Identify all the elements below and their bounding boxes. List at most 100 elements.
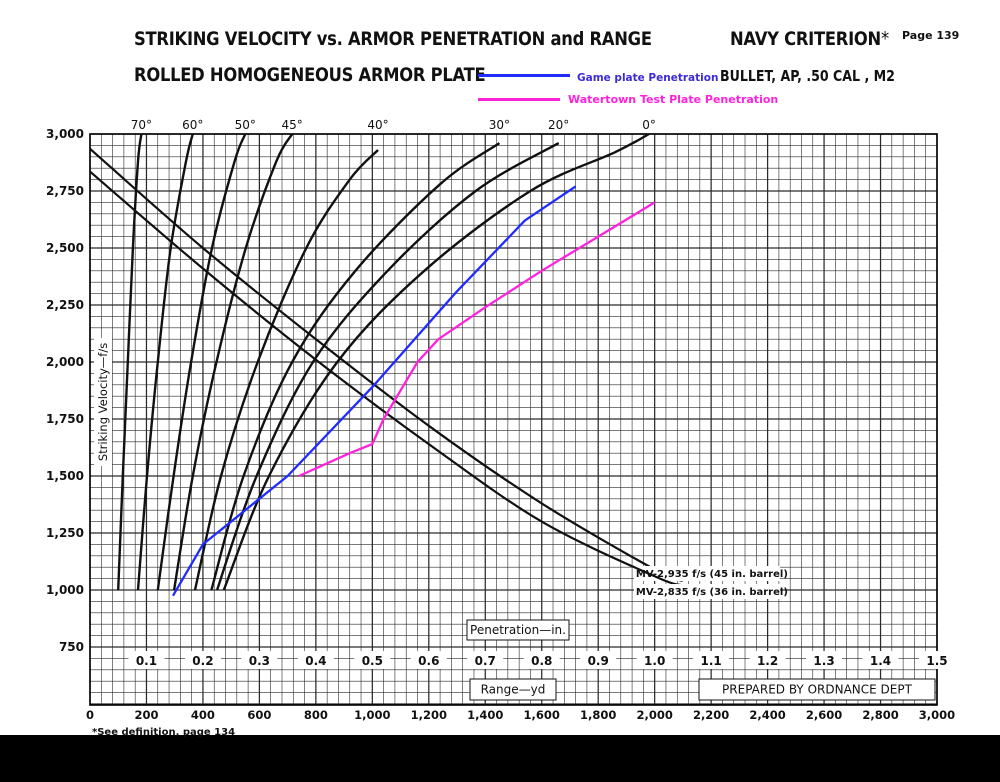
bottom-black-bar <box>0 735 1000 782</box>
penetration-tick-box <box>636 651 673 669</box>
y-axis-labels: 3,000 2,750 2,500 2,250 2,000 1,750 1,500 1,250… <box>46 127 84 654</box>
penetration-tick-label: 0.9 <box>588 654 609 668</box>
penetration-axis-title: Penetration—in. <box>470 623 566 637</box>
plot-frame <box>89 133 938 706</box>
range-curve <box>89 147 684 582</box>
penetration-tick-label: 0.8 <box>531 654 552 668</box>
y-tick-label: 1,500 <box>46 469 84 483</box>
range-curve-label: MV-2,835 f/s (36 in. barrel) <box>636 587 788 598</box>
range-tick-label: 1,000 <box>354 708 390 722</box>
penetration-tick-label: 0.6 <box>418 654 439 668</box>
y-tick-label: 1,750 <box>46 412 84 426</box>
penetration-tick-label: 1.4 <box>870 654 891 668</box>
navy-criterion: NAVY CRITERION* <box>730 28 889 50</box>
obliquity-curve <box>193 149 379 591</box>
penetration-tick-label: 0.1 <box>136 654 157 668</box>
penetration-tick-box <box>241 651 278 669</box>
penetration-tick-box <box>580 651 617 669</box>
legend-label-magenta: Watertown Test Plate Penetration <box>568 93 779 106</box>
range-tick-label: 1,400 <box>467 708 503 722</box>
range-tick-label: 2,000 <box>636 708 672 722</box>
y-tick-label: 2,250 <box>46 298 84 312</box>
range-axis-title: Range—yd <box>481 683 546 697</box>
range-tick-label: 2,600 <box>806 708 842 722</box>
prepared-by-label-box <box>698 678 936 701</box>
range-tick-label: 1,600 <box>524 708 560 722</box>
penetration-tick-box <box>693 651 730 669</box>
penetration-tick-box <box>467 651 504 669</box>
penetration-tick-label: 0.2 <box>192 654 213 668</box>
y-tick-label: 2,750 <box>46 184 84 198</box>
obliquity-label: 70° <box>131 118 152 132</box>
penetration-tick-box <box>862 651 899 669</box>
penetration-tick-label: 1.5 <box>926 654 947 668</box>
navy-criterion-text: NAVY CRITERION <box>730 28 881 50</box>
bullet-designation: BULLET, AP, .50 CAL , M2 <box>720 67 895 85</box>
penetration-tick-box <box>749 651 786 669</box>
chart-area: 3,000 2,750 2,500 2,250 2,000 1,750 1,500 1,250… <box>46 118 955 722</box>
penetration-tick-label: 1.2 <box>757 654 778 668</box>
penetration-tick-label: 0.4 <box>305 654 326 668</box>
penetration-tick-label: 1.1 <box>701 654 722 668</box>
penetration-axis-title-box <box>466 619 570 641</box>
legend-label-blue: Game plate Penetration <box>577 72 719 84</box>
obliquity-label: 20° <box>548 118 569 132</box>
obliquity-label: 60° <box>182 118 203 132</box>
range-axis-title-box <box>469 678 557 701</box>
penetration-tick-box <box>523 651 560 669</box>
overlay-series <box>172 185 656 597</box>
range-tick-label: 0 <box>86 708 94 722</box>
range-curve <box>89 170 684 587</box>
obliquity-label: 30° <box>489 118 510 132</box>
obliquity-curve <box>117 133 143 591</box>
penetration-tick-label: 0.7 <box>475 654 496 668</box>
penetration-tick-box <box>410 651 447 669</box>
penetration-axis-labels: 0.1 0.2 0.3 0.4 0.5 0.6 0.7 0.8 0.9 1.0 1.1 1.2 1.3 1… <box>128 651 955 669</box>
penetration-tick-box <box>919 651 955 669</box>
obliquity-curve <box>156 133 247 591</box>
legend-swatch-blue <box>478 74 570 77</box>
range-axis-labels: 0 200 400 600 800 1,000 1,200 1,400 1,600 1,800 2,… <box>86 708 955 722</box>
range-tick-label: 1,200 <box>411 708 447 722</box>
y-tick-label: 1,250 <box>46 526 84 540</box>
range-tick-label: 2,800 <box>862 708 898 722</box>
legend-swatch-magenta <box>478 98 560 101</box>
range-curve-label: MV-2,935 f/s (45 in. barrel) <box>636 569 788 580</box>
range-tick-label: 600 <box>247 708 271 722</box>
penetration-tick-box <box>354 651 391 669</box>
penetration-tick-label: 0.3 <box>249 654 270 668</box>
range-tick-label: 800 <box>304 708 328 722</box>
range-curve-label-box <box>633 566 780 581</box>
penetration-tick-box <box>297 651 334 669</box>
penetration-tick-label: 0.5 <box>362 654 383 668</box>
obliquity-label: 0° <box>642 118 656 132</box>
range-tick-label: 3,000 <box>919 708 955 722</box>
chart-subtitle: ROLLED HOMOGENEOUS ARMOR PLATE <box>134 64 486 86</box>
page-number: Page 139 <box>902 29 960 42</box>
penetration-tick-box <box>806 651 843 669</box>
penetration-tick-box <box>128 651 165 669</box>
chart-svg: 3,000 2,750 2,500 2,250 2,000 1,750 1,500 1,250… <box>46 118 955 722</box>
series-line-watertown <box>298 201 656 478</box>
y-axis-title-box <box>94 338 112 466</box>
range-curves: MV-2,935 f/s (45 in. barrel) MV-2,835 f/s… <box>89 147 788 599</box>
y-tick-label: 1,000 <box>46 583 84 597</box>
range-tick-label: 400 <box>191 708 215 722</box>
obliquity-curve <box>172 133 294 591</box>
y-tick-label: 750 <box>59 640 84 654</box>
obliquity-label: 40° <box>367 118 388 132</box>
y-axis-title: Striking Velocity—f/s <box>96 343 110 461</box>
penetration-tick-box <box>184 651 221 669</box>
y-tick-label: 3,000 <box>46 127 84 141</box>
penetration-tick-label: 1.0 <box>644 654 665 668</box>
obliquity-curve <box>215 142 560 591</box>
obliquity-curves: 70° 60° 50° 45° 40° 30° 20° 0° <box>117 118 656 591</box>
range-tick-label: 200 <box>134 708 158 722</box>
y-axis-title-group: Striking Velocity—f/s <box>94 338 112 466</box>
grid-lines <box>89 133 938 705</box>
range-tick-label: 2,200 <box>693 708 729 722</box>
range-tick-label: 1,800 <box>580 708 616 722</box>
y-tick-label: 2,000 <box>46 355 84 369</box>
prepared-by-label: PREPARED BY ORDNANCE DEPT <box>722 683 913 697</box>
